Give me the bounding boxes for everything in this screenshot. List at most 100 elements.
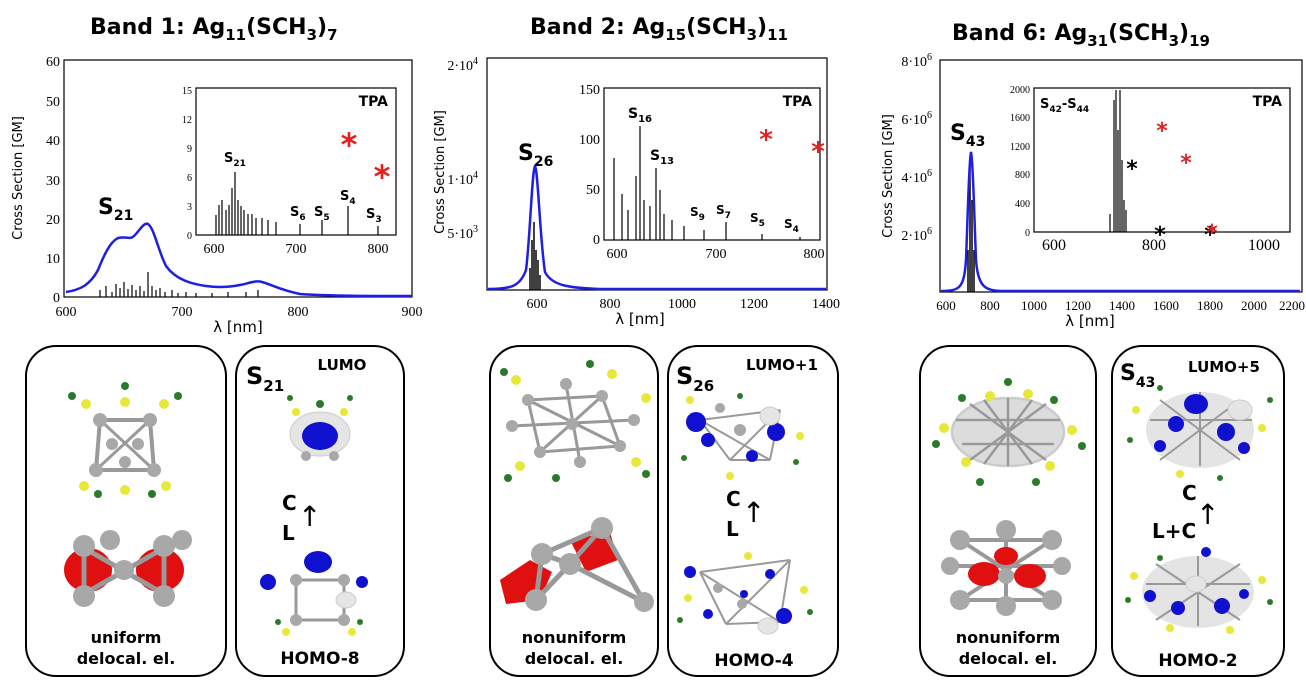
band6-title: Band 6: Ag31(SCH3)19 <box>952 21 1210 50</box>
svg-text:delocal. el.: delocal. el. <box>525 649 624 668</box>
band2-lumo-orbital <box>681 393 804 480</box>
svg-text:S4: S4 <box>340 189 356 207</box>
svg-text:nonuniform: nonuniform <box>956 628 1061 647</box>
svg-text:1400: 1400 <box>1109 298 1135 313</box>
svg-text:3: 3 <box>187 202 192 213</box>
svg-text:400: 400 <box>1015 199 1030 210</box>
band6-ylabel: Cross Section [GM] <box>881 114 896 238</box>
band2-panel: Band 2: Ag15(SCH3)11 Cross Section [GM] … <box>433 15 841 677</box>
band1-molecule <box>68 382 182 498</box>
svg-text:*: * <box>1180 151 1192 176</box>
band6-panel: Band 6: Ag31(SCH3)19 Cross Section [GM] … <box>881 21 1305 677</box>
svg-text:40: 40 <box>46 134 60 149</box>
svg-text:S7: S7 <box>716 203 731 221</box>
svg-text:2·104: 2·104 <box>447 56 478 74</box>
band2-inset: TPA 0 50 100 150 600 700 800 S16 S13 <box>579 83 825 262</box>
band1-panel: Band 1: Ag11(SCH3)7 Cross Section [GM] 0… <box>11 15 423 677</box>
svg-text:C: C <box>726 487 741 511</box>
svg-text:TPA: TPA <box>1253 94 1283 110</box>
band1-spectrum-line <box>65 222 413 298</box>
svg-text:S21: S21 <box>246 362 284 395</box>
band6-molecule <box>950 396 1066 468</box>
svg-text:C: C <box>282 491 297 515</box>
svg-text:*: * <box>759 125 773 155</box>
svg-text:S3: S3 <box>366 207 382 225</box>
svg-text:nonuniform: nonuniform <box>522 628 627 647</box>
svg-text:S43: S43 <box>1120 361 1155 391</box>
band2-spectrum-line <box>487 163 826 291</box>
band1-title: Band 1: Ag11(SCH3)7 <box>90 15 338 44</box>
svg-text:↑: ↑ <box>742 496 765 529</box>
band1-xticks: 600 700 800 900 <box>56 305 423 320</box>
svg-text:600: 600 <box>936 298 956 313</box>
svg-text:100: 100 <box>579 133 600 148</box>
band6-right-box: S43 LUMO+5 C L+C ↑ <box>1111 345 1285 677</box>
svg-text:TPA: TPA <box>783 94 813 110</box>
svg-text:1600: 1600 <box>1010 113 1030 124</box>
svg-text:↑: ↑ <box>1196 498 1219 531</box>
band1-xlabel: λ [nm] <box>213 318 262 336</box>
svg-text:0: 0 <box>187 231 192 242</box>
svg-text:700: 700 <box>172 305 193 320</box>
svg-text:2·106: 2·106 <box>901 226 932 244</box>
svg-text:S16: S16 <box>628 106 652 125</box>
band2-density <box>500 517 654 612</box>
svg-text:600: 600 <box>56 305 77 320</box>
svg-text:10: 10 <box>46 252 60 267</box>
svg-text:30: 30 <box>46 174 60 189</box>
band6-inset: TPA 0 400 800 1200 1600 2000 600 800 100… <box>1010 85 1291 254</box>
svg-text:1·104: 1·104 <box>447 170 478 188</box>
band2-peak-label: S26 <box>518 141 553 170</box>
svg-text:S6: S6 <box>290 205 306 223</box>
svg-text:50: 50 <box>46 95 60 110</box>
band1-peak-label: S21 <box>98 195 133 224</box>
svg-text:S42-S44: S42-S44 <box>1040 97 1089 115</box>
band6-xlabel: λ [nm] <box>1065 312 1114 330</box>
svg-text:1400: 1400 <box>812 297 840 312</box>
svg-text:600: 600 <box>1042 237 1066 254</box>
band2-homo-orbital <box>677 552 813 635</box>
svg-text:20: 20 <box>46 213 60 228</box>
svg-text:L: L <box>282 521 295 545</box>
band1-yticks: 0 10 20 30 40 50 60 <box>46 55 60 306</box>
svg-text:uniform: uniform <box>91 628 162 647</box>
svg-text:15: 15 <box>182 86 192 97</box>
svg-text:0: 0 <box>53 291 60 306</box>
svg-text:150: 150 <box>579 83 600 98</box>
svg-text:6: 6 <box>187 173 192 184</box>
svg-text:9: 9 <box>187 144 192 155</box>
svg-text:600: 600 <box>527 297 548 312</box>
band2-title: Band 2: Ag15(SCH3)11 <box>530 15 788 44</box>
svg-text:LUMO+1: LUMO+1 <box>746 356 818 374</box>
svg-text:S5: S5 <box>314 205 330 223</box>
svg-text:1800: 1800 <box>1197 298 1223 313</box>
band1-density <box>64 530 192 607</box>
svg-text:800: 800 <box>980 298 1000 313</box>
band2-xlabel: λ [nm] <box>615 310 664 328</box>
band2-molecule-atoms <box>500 360 651 482</box>
svg-text:L+C: L+C <box>1152 519 1196 543</box>
svg-text:*: * <box>1126 157 1138 182</box>
band2-sticks <box>529 222 541 290</box>
svg-text:delocal. el.: delocal. el. <box>959 649 1058 668</box>
svg-text:600: 600 <box>204 242 225 257</box>
band6-xticks: 600 800 1000 1200 1400 1600 1800 2000 22… <box>936 298 1305 313</box>
band1-right-box: S21 LUMO C L ↑ <box>235 345 405 677</box>
band1-ylabel: Cross Section [GM] <box>11 116 26 240</box>
svg-text:800: 800 <box>1015 170 1030 181</box>
svg-text:2200: 2200 <box>1279 298 1305 313</box>
svg-text:S21: S21 <box>224 151 246 169</box>
svg-text:800: 800 <box>1142 237 1166 254</box>
svg-text:*: * <box>1206 221 1218 246</box>
svg-text:800: 800 <box>600 297 621 312</box>
band2-yticks: 5·103 1·104 2·104 <box>447 56 478 242</box>
band6-left-box: nonuniform delocal. el. <box>919 345 1097 677</box>
svg-text:C: C <box>1182 481 1197 505</box>
svg-text:delocal. el.: delocal. el. <box>77 649 176 668</box>
band6-yticks: 2·106 4·106 6·106 8·106 <box>901 52 932 244</box>
band2-xticks: 600 800 1000 1200 1400 <box>527 297 841 312</box>
band6-peak-label: S43 <box>950 121 985 150</box>
svg-text:700: 700 <box>706 247 727 262</box>
svg-text:8·106: 8·106 <box>901 52 932 70</box>
svg-text:HOMO-8: HOMO-8 <box>280 649 359 669</box>
